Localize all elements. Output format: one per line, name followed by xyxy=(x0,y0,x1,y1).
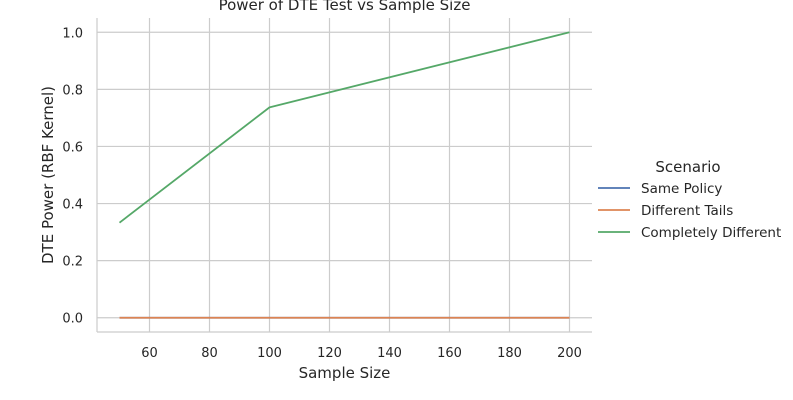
legend-label: Same Policy xyxy=(641,181,722,197)
legend-label: Completely Different xyxy=(641,225,781,241)
series-lines xyxy=(118,31,570,319)
y-axis-title: DTE Power (RBF Kernel) xyxy=(39,86,57,264)
y-tick-label: 0.8 xyxy=(62,83,83,98)
x-tick-label: 200 xyxy=(557,346,582,361)
y-tick-label: 0.4 xyxy=(62,198,83,213)
legend: Scenario Same Policy Different Tails Compl… xyxy=(598,158,781,241)
y-tick-label: 0.6 xyxy=(62,140,83,155)
y-tick-label: 0.0 xyxy=(62,312,83,327)
x-tick-label: 60 xyxy=(141,346,158,361)
x-tick-label: 160 xyxy=(437,346,462,361)
grid xyxy=(97,18,592,332)
legend-item-different-tails: Different Tails xyxy=(598,203,733,219)
legend-item-completely-different: Completely Different xyxy=(598,225,781,241)
x-tick-label: 100 xyxy=(257,346,282,361)
x-tick-label: 120 xyxy=(317,346,342,361)
y-tick-label: 1.0 xyxy=(62,26,83,41)
y-tick-label: 0.2 xyxy=(62,255,83,270)
x-axis-title: Sample Size xyxy=(299,364,391,382)
legend-label: Different Tails xyxy=(641,203,733,219)
series-line-completely-different xyxy=(118,31,570,224)
x-tick-label: 180 xyxy=(497,346,522,361)
x-tick-label: 140 xyxy=(377,346,402,361)
x-tick-label: 80 xyxy=(201,346,218,361)
legend-title: Scenario xyxy=(655,158,720,176)
axes xyxy=(96,18,592,333)
tick-labels: 60 80 100 120 140 160 180 200 0.0 0.2 0.4 0.6 0.8 1.0 xyxy=(62,26,582,361)
legend-item-same-policy: Same Policy xyxy=(598,181,722,197)
chart-title: Power of DTE Test vs Sample Size xyxy=(219,0,471,14)
